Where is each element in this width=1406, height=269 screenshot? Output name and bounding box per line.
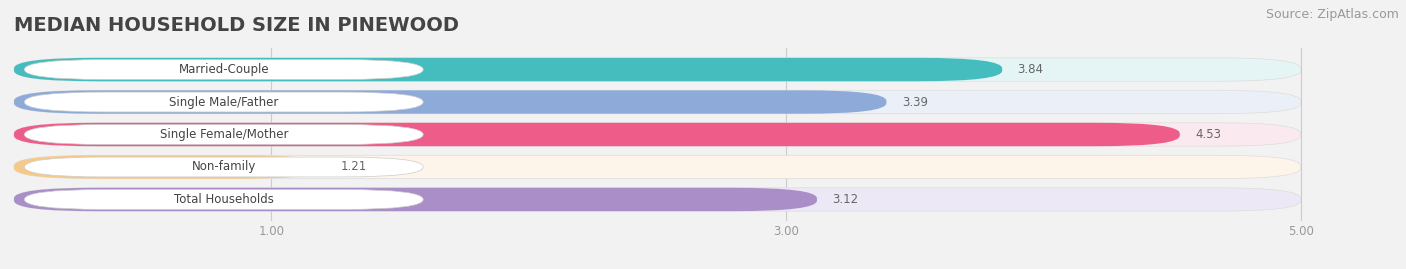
Text: Married-Couple: Married-Couple (179, 63, 269, 76)
FancyBboxPatch shape (14, 188, 817, 211)
FancyBboxPatch shape (14, 90, 886, 114)
FancyBboxPatch shape (24, 157, 423, 177)
FancyBboxPatch shape (14, 58, 1301, 81)
FancyBboxPatch shape (24, 60, 423, 79)
FancyBboxPatch shape (14, 155, 1301, 179)
FancyBboxPatch shape (14, 123, 1301, 146)
Text: 3.39: 3.39 (901, 95, 928, 108)
FancyBboxPatch shape (14, 188, 1301, 211)
FancyBboxPatch shape (14, 90, 1301, 114)
Text: 3.12: 3.12 (832, 193, 859, 206)
Text: Source: ZipAtlas.com: Source: ZipAtlas.com (1265, 8, 1399, 21)
Text: Total Households: Total Households (174, 193, 274, 206)
Text: 1.21: 1.21 (340, 161, 367, 174)
FancyBboxPatch shape (24, 190, 423, 209)
FancyBboxPatch shape (14, 155, 325, 179)
FancyBboxPatch shape (14, 123, 1180, 146)
Text: Single Male/Father: Single Male/Father (169, 95, 278, 108)
Text: 4.53: 4.53 (1195, 128, 1222, 141)
FancyBboxPatch shape (24, 125, 423, 144)
Text: MEDIAN HOUSEHOLD SIZE IN PINEWOOD: MEDIAN HOUSEHOLD SIZE IN PINEWOOD (14, 16, 460, 35)
FancyBboxPatch shape (14, 58, 1002, 81)
Text: Single Female/Mother: Single Female/Mother (159, 128, 288, 141)
Text: 3.84: 3.84 (1018, 63, 1043, 76)
Text: Non-family: Non-family (191, 161, 256, 174)
FancyBboxPatch shape (24, 92, 423, 112)
